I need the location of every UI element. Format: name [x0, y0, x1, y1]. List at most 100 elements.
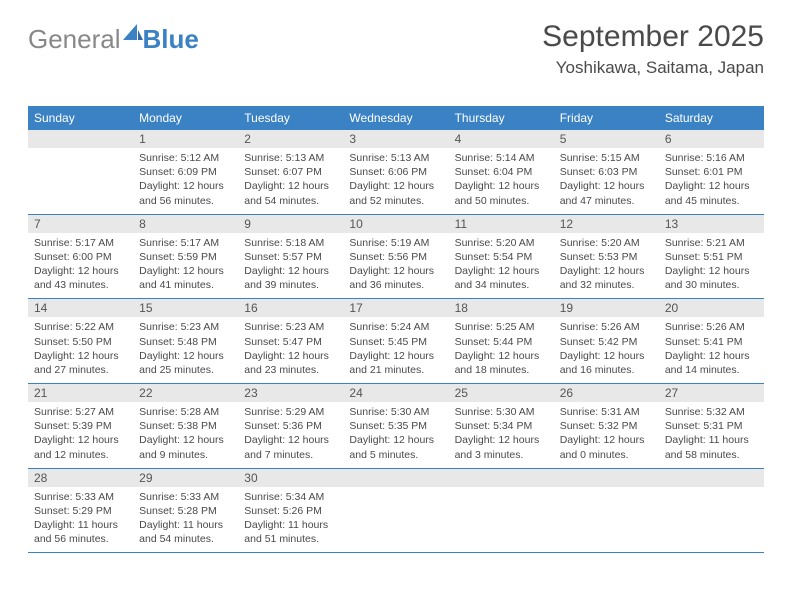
day-info: Sunrise: 5:13 AMSunset: 6:07 PMDaylight:…: [238, 148, 343, 208]
daylight-text: Daylight: 12 hours and 23 minutes.: [244, 349, 337, 377]
day-info: Sunrise: 5:30 AMSunset: 5:35 PMDaylight:…: [343, 402, 448, 462]
day-info: Sunrise: 5:32 AMSunset: 5:31 PMDaylight:…: [659, 402, 764, 462]
day-info: Sunrise: 5:21 AMSunset: 5:51 PMDaylight:…: [659, 233, 764, 293]
calendar-day-header: SundayMondayTuesdayWednesdayThursdayFrid…: [28, 106, 764, 130]
sunrise-text: Sunrise: 5:33 AM: [139, 490, 232, 504]
logo-text-b: Blue: [143, 24, 199, 55]
day-number: 22: [133, 384, 238, 402]
daylight-text: Daylight: 12 hours and 7 minutes.: [244, 433, 337, 461]
day-number: 23: [238, 384, 343, 402]
day-number: 27: [659, 384, 764, 402]
calendar-cell: 18Sunrise: 5:25 AMSunset: 5:44 PMDayligh…: [449, 299, 554, 383]
calendar-week: 14Sunrise: 5:22 AMSunset: 5:50 PMDayligh…: [28, 299, 764, 384]
day-number: 9: [238, 215, 343, 233]
day-number: 30: [238, 469, 343, 487]
daylight-text: Daylight: 12 hours and 54 minutes.: [244, 179, 337, 207]
day-info: Sunrise: 5:20 AMSunset: 5:53 PMDaylight:…: [554, 233, 659, 293]
sunrise-text: Sunrise: 5:13 AM: [244, 151, 337, 165]
logo-sail-icon: [123, 16, 143, 32]
day-number: [659, 469, 764, 487]
day-number: [28, 130, 133, 148]
sunrise-text: Sunrise: 5:14 AM: [455, 151, 548, 165]
calendar-cell: 2Sunrise: 5:13 AMSunset: 6:07 PMDaylight…: [238, 130, 343, 214]
calendar: SundayMondayTuesdayWednesdayThursdayFrid…: [28, 106, 764, 553]
sunset-text: Sunset: 5:47 PM: [244, 335, 337, 349]
calendar-cell: 28Sunrise: 5:33 AMSunset: 5:29 PMDayligh…: [28, 469, 133, 553]
day-info: Sunrise: 5:14 AMSunset: 6:04 PMDaylight:…: [449, 148, 554, 208]
daylight-text: Daylight: 12 hours and 5 minutes.: [349, 433, 442, 461]
calendar-cell: 17Sunrise: 5:24 AMSunset: 5:45 PMDayligh…: [343, 299, 448, 383]
calendar-cell: 26Sunrise: 5:31 AMSunset: 5:32 PMDayligh…: [554, 384, 659, 468]
daylight-text: Daylight: 12 hours and 43 minutes.: [34, 264, 127, 292]
sunset-text: Sunset: 5:48 PM: [139, 335, 232, 349]
day-number: 20: [659, 299, 764, 317]
calendar-cell: 11Sunrise: 5:20 AMSunset: 5:54 PMDayligh…: [449, 215, 554, 299]
day-info: Sunrise: 5:23 AMSunset: 5:48 PMDaylight:…: [133, 317, 238, 377]
sunset-text: Sunset: 5:38 PM: [139, 419, 232, 433]
calendar-cell: 20Sunrise: 5:26 AMSunset: 5:41 PMDayligh…: [659, 299, 764, 383]
sunset-text: Sunset: 5:34 PM: [455, 419, 548, 433]
sunrise-text: Sunrise: 5:18 AM: [244, 236, 337, 250]
sunset-text: Sunset: 5:28 PM: [139, 504, 232, 518]
calendar-cell: [28, 130, 133, 214]
day-number: 26: [554, 384, 659, 402]
sunrise-text: Sunrise: 5:20 AM: [560, 236, 653, 250]
day-number: 14: [28, 299, 133, 317]
sunrise-text: Sunrise: 5:23 AM: [244, 320, 337, 334]
day-info: Sunrise: 5:26 AMSunset: 5:42 PMDaylight:…: [554, 317, 659, 377]
sunrise-text: Sunrise: 5:24 AM: [349, 320, 442, 334]
daylight-text: Daylight: 12 hours and 3 minutes.: [455, 433, 548, 461]
sunrise-text: Sunrise: 5:27 AM: [34, 405, 127, 419]
sunrise-text: Sunrise: 5:29 AM: [244, 405, 337, 419]
daylight-text: Daylight: 12 hours and 36 minutes.: [349, 264, 442, 292]
sunset-text: Sunset: 5:35 PM: [349, 419, 442, 433]
day-info: Sunrise: 5:16 AMSunset: 6:01 PMDaylight:…: [659, 148, 764, 208]
daylight-text: Daylight: 12 hours and 14 minutes.: [665, 349, 758, 377]
day-header-cell: Monday: [133, 106, 238, 130]
daylight-text: Daylight: 12 hours and 47 minutes.: [560, 179, 653, 207]
calendar-cell: 12Sunrise: 5:20 AMSunset: 5:53 PMDayligh…: [554, 215, 659, 299]
day-number: 25: [449, 384, 554, 402]
sunset-text: Sunset: 6:03 PM: [560, 165, 653, 179]
day-header-cell: Friday: [554, 106, 659, 130]
daylight-text: Daylight: 12 hours and 30 minutes.: [665, 264, 758, 292]
day-header-cell: Saturday: [659, 106, 764, 130]
sunset-text: Sunset: 5:42 PM: [560, 335, 653, 349]
day-info: Sunrise: 5:33 AMSunset: 5:29 PMDaylight:…: [28, 487, 133, 547]
calendar-cell: 13Sunrise: 5:21 AMSunset: 5:51 PMDayligh…: [659, 215, 764, 299]
calendar-cell: [554, 469, 659, 553]
day-info: Sunrise: 5:33 AMSunset: 5:28 PMDaylight:…: [133, 487, 238, 547]
calendar-cell: 19Sunrise: 5:26 AMSunset: 5:42 PMDayligh…: [554, 299, 659, 383]
day-number: 18: [449, 299, 554, 317]
day-number: 2: [238, 130, 343, 148]
day-info: Sunrise: 5:25 AMSunset: 5:44 PMDaylight:…: [449, 317, 554, 377]
day-number: 11: [449, 215, 554, 233]
sunset-text: Sunset: 5:31 PM: [665, 419, 758, 433]
calendar-cell: 22Sunrise: 5:28 AMSunset: 5:38 PMDayligh…: [133, 384, 238, 468]
calendar-cell: 30Sunrise: 5:34 AMSunset: 5:26 PMDayligh…: [238, 469, 343, 553]
day-number: [554, 469, 659, 487]
day-number: 4: [449, 130, 554, 148]
calendar-cell: 15Sunrise: 5:23 AMSunset: 5:48 PMDayligh…: [133, 299, 238, 383]
sunset-text: Sunset: 6:09 PM: [139, 165, 232, 179]
sunset-text: Sunset: 5:41 PM: [665, 335, 758, 349]
calendar-cell: [449, 469, 554, 553]
sunset-text: Sunset: 5:54 PM: [455, 250, 548, 264]
day-info: Sunrise: 5:15 AMSunset: 6:03 PMDaylight:…: [554, 148, 659, 208]
calendar-cell: [659, 469, 764, 553]
day-info: Sunrise: 5:20 AMSunset: 5:54 PMDaylight:…: [449, 233, 554, 293]
daylight-text: Daylight: 11 hours and 51 minutes.: [244, 518, 337, 546]
calendar-cell: 7Sunrise: 5:17 AMSunset: 6:00 PMDaylight…: [28, 215, 133, 299]
daylight-text: Daylight: 12 hours and 12 minutes.: [34, 433, 127, 461]
sunset-text: Sunset: 5:56 PM: [349, 250, 442, 264]
sunrise-text: Sunrise: 5:30 AM: [349, 405, 442, 419]
day-info: Sunrise: 5:31 AMSunset: 5:32 PMDaylight:…: [554, 402, 659, 462]
calendar-cell: 25Sunrise: 5:30 AMSunset: 5:34 PMDayligh…: [449, 384, 554, 468]
daylight-text: Daylight: 11 hours and 58 minutes.: [665, 433, 758, 461]
calendar-cell: 10Sunrise: 5:19 AMSunset: 5:56 PMDayligh…: [343, 215, 448, 299]
day-info: Sunrise: 5:30 AMSunset: 5:34 PMDaylight:…: [449, 402, 554, 462]
sunrise-text: Sunrise: 5:31 AM: [560, 405, 653, 419]
calendar-week: 1Sunrise: 5:12 AMSunset: 6:09 PMDaylight…: [28, 130, 764, 215]
daylight-text: Daylight: 12 hours and 45 minutes.: [665, 179, 758, 207]
calendar-week: 28Sunrise: 5:33 AMSunset: 5:29 PMDayligh…: [28, 469, 764, 554]
